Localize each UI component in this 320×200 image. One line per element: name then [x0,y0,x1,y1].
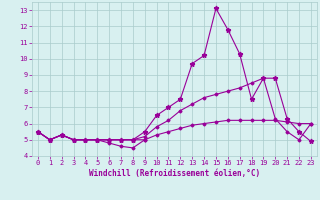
X-axis label: Windchill (Refroidissement éolien,°C): Windchill (Refroidissement éolien,°C) [89,169,260,178]
